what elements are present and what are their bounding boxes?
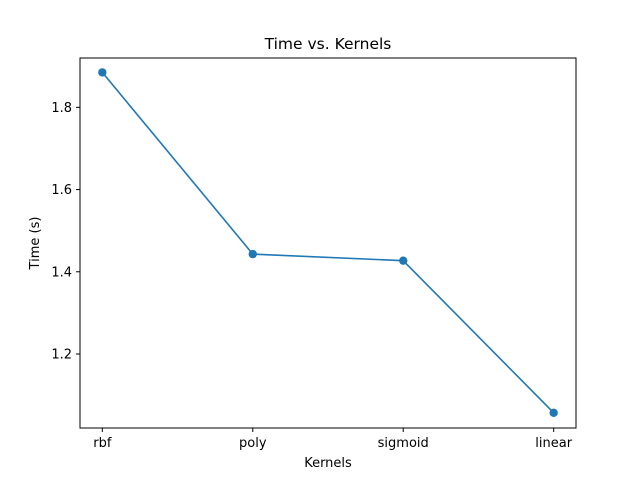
data-point: [549, 408, 558, 417]
x-tick-label: poly: [239, 436, 267, 451]
x-axis-ticks: rbf poly sigmoid linear: [93, 428, 573, 451]
data-point: [248, 249, 257, 259]
x-tick-label: rbf: [93, 436, 112, 451]
y-tick-label: 1.6: [51, 183, 72, 198]
x-axis-label: Kernels: [304, 456, 352, 471]
y-axis-label: Time (s): [28, 217, 43, 271]
series-line: [101, 71, 555, 414]
x-tick-label: linear: [535, 436, 572, 451]
x-tick-label: sigmoid: [378, 436, 429, 451]
chart-title: Time vs. Kernels: [264, 35, 392, 53]
data-point: [98, 68, 107, 77]
plot-area: [80, 58, 576, 428]
y-axis-ticks: 1.2 1.4 1.6 1.8: [51, 101, 80, 363]
y-tick-label: 1.4: [51, 265, 72, 280]
series-layer: [98, 68, 558, 417]
y-tick-label: 1.8: [51, 101, 72, 116]
y-tick-label: 1.2: [51, 348, 72, 363]
plot-frame: [79, 57, 577, 429]
data-point: [399, 256, 408, 265]
